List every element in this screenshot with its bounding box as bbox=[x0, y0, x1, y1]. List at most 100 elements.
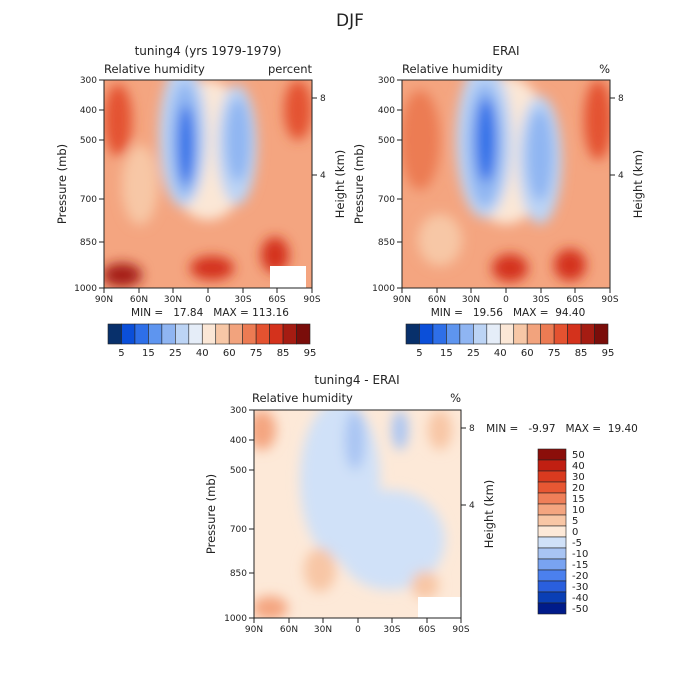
colorbar-swatch bbox=[175, 323, 190, 345]
field-rh-tuning4 bbox=[104, 80, 312, 288]
field-rh-difference bbox=[254, 410, 461, 618]
colorbar-label: 10 bbox=[572, 505, 585, 516]
colorbar-swatch bbox=[446, 323, 461, 345]
panel-subtitle: Relative humidity bbox=[402, 62, 503, 76]
colorbar-label: 5 bbox=[416, 348, 422, 359]
x-tick-label: 90S bbox=[601, 295, 618, 305]
colorbar-label: 30 bbox=[572, 472, 585, 483]
y-tick-label: 400 bbox=[230, 436, 247, 446]
y-tick-label: 400 bbox=[378, 106, 395, 116]
x-tick-label: 90S bbox=[303, 295, 320, 305]
colorbar-label: 20 bbox=[572, 483, 585, 494]
colorbar-swatch bbox=[473, 323, 488, 345]
colorbar-swatch bbox=[255, 323, 270, 345]
min-max-label: MIN = 17.84 MAX = 113.16 bbox=[131, 307, 289, 319]
height-axis-title: Height (km) bbox=[482, 480, 496, 549]
panel-units: percent bbox=[268, 62, 313, 76]
colorbar-swatch bbox=[513, 323, 528, 345]
colorbar-swatch bbox=[121, 323, 136, 345]
colorbar-label: -50 bbox=[572, 604, 588, 615]
x-tick-label: 60N bbox=[428, 295, 446, 305]
y-tick-label: 700 bbox=[378, 195, 395, 205]
min-max-label: MIN = -9.97 MAX = 19.40 bbox=[486, 423, 638, 435]
colorbar-swatch bbox=[537, 525, 567, 538]
panel-title: ERAI bbox=[492, 44, 519, 58]
x-axis: 90N 60N 30N 0 30S 60S 90S bbox=[393, 288, 619, 305]
y-tick-label: 1000 bbox=[224, 614, 247, 624]
y-tick-label: 300 bbox=[80, 76, 97, 86]
colorbar-label: -40 bbox=[572, 593, 588, 604]
y-axis-right: 8 4 Height (km) bbox=[312, 94, 347, 218]
colorbar-swatch bbox=[594, 323, 609, 345]
x-tick-label: 0 bbox=[355, 625, 361, 635]
x-tick-label: 90N bbox=[95, 295, 113, 305]
colorbar-label: 40 bbox=[572, 461, 585, 472]
x-tick-label: 90S bbox=[452, 625, 469, 635]
panel-title: tuning4 - ERAI bbox=[314, 373, 399, 387]
colorbar-swatch bbox=[537, 492, 567, 505]
height-axis-title: Height (km) bbox=[631, 150, 645, 219]
colorbar-label: 75 bbox=[548, 348, 561, 359]
y-tick-label: 700 bbox=[80, 195, 97, 205]
colorbar-swatch bbox=[215, 323, 230, 345]
panel-difference: tuning4 - ERAI Relative humidity % 300 4… bbox=[204, 373, 638, 635]
height-axis-title: Height (km) bbox=[333, 150, 347, 219]
colorbar-swatch bbox=[537, 580, 567, 593]
colorbar-swatch bbox=[537, 558, 567, 571]
colorbar-label: 15 bbox=[572, 494, 585, 505]
colorbar-swatch bbox=[553, 323, 568, 345]
y-tick-label: 500 bbox=[230, 466, 247, 476]
colorbar-swatch bbox=[537, 459, 567, 472]
colorbar-swatch bbox=[134, 323, 149, 345]
y-tick-label: 500 bbox=[378, 136, 395, 146]
colorbar-label: 60 bbox=[521, 348, 534, 359]
panel-tuning4: tuning4 (yrs 1979-1979) Relative humidit… bbox=[55, 44, 347, 359]
y-tick-label: 300 bbox=[378, 76, 395, 86]
panel-subtitle: Relative humidity bbox=[104, 62, 205, 76]
x-tick-label: 90N bbox=[245, 625, 263, 635]
colorbar-swatch bbox=[580, 323, 595, 345]
colorbar-label: 0 bbox=[572, 527, 578, 538]
colorbar: 5 15 25 40 60 75 85 95 bbox=[107, 323, 316, 359]
colorbar-label: 5 bbox=[572, 516, 578, 527]
y-tick-label: 700 bbox=[230, 525, 247, 535]
colorbar-label: 40 bbox=[494, 348, 507, 359]
colorbar-label: 25 bbox=[169, 348, 182, 359]
colorbar-swatch bbox=[537, 503, 567, 516]
colorbar-swatch bbox=[537, 514, 567, 527]
colorbar: 5 15 25 40 60 75 85 95 bbox=[405, 323, 614, 359]
colorbar-swatch bbox=[188, 323, 203, 345]
y-axis-left: 300 400 500 700 850 1000 Pressure (mb) bbox=[55, 76, 104, 294]
colorbar-swatch bbox=[537, 602, 567, 615]
colorbar-swatch bbox=[537, 547, 567, 560]
x-tick-label: 30S bbox=[234, 295, 251, 305]
colorbar-swatch bbox=[459, 323, 474, 345]
y-tick-label: 1000 bbox=[74, 284, 97, 294]
y-tick-label: 850 bbox=[230, 569, 247, 579]
colorbar-label: 50 bbox=[572, 450, 585, 461]
x-tick-label: 60N bbox=[130, 295, 148, 305]
colorbar-label: 40 bbox=[196, 348, 209, 359]
colorbar-label: 25 bbox=[467, 348, 480, 359]
colorbar-swatch bbox=[537, 470, 567, 483]
x-tick-label: 0 bbox=[205, 295, 211, 305]
colorbar-swatch bbox=[148, 323, 163, 345]
panel-erai: ERAI Relative humidity % 300 400 bbox=[352, 44, 645, 359]
x-tick-label: 30N bbox=[164, 295, 182, 305]
x-tick-label: 30N bbox=[462, 295, 480, 305]
colorbar-label: -15 bbox=[572, 560, 588, 571]
colorbar-label: 5 bbox=[118, 348, 124, 359]
colorbar-swatch bbox=[486, 323, 501, 345]
y-tick-label: 300 bbox=[230, 406, 247, 416]
x-tick-label: 60S bbox=[566, 295, 583, 305]
colorbar-label: -20 bbox=[572, 571, 588, 582]
panel-title: tuning4 (yrs 1979-1979) bbox=[135, 44, 282, 58]
colorbar-swatch bbox=[540, 323, 555, 345]
x-tick-label: 60S bbox=[268, 295, 285, 305]
height-tick-label: 8 bbox=[618, 94, 624, 104]
panel-units: % bbox=[450, 391, 461, 405]
colorbar-swatch bbox=[499, 323, 515, 345]
x-tick-label: 0 bbox=[503, 295, 509, 305]
